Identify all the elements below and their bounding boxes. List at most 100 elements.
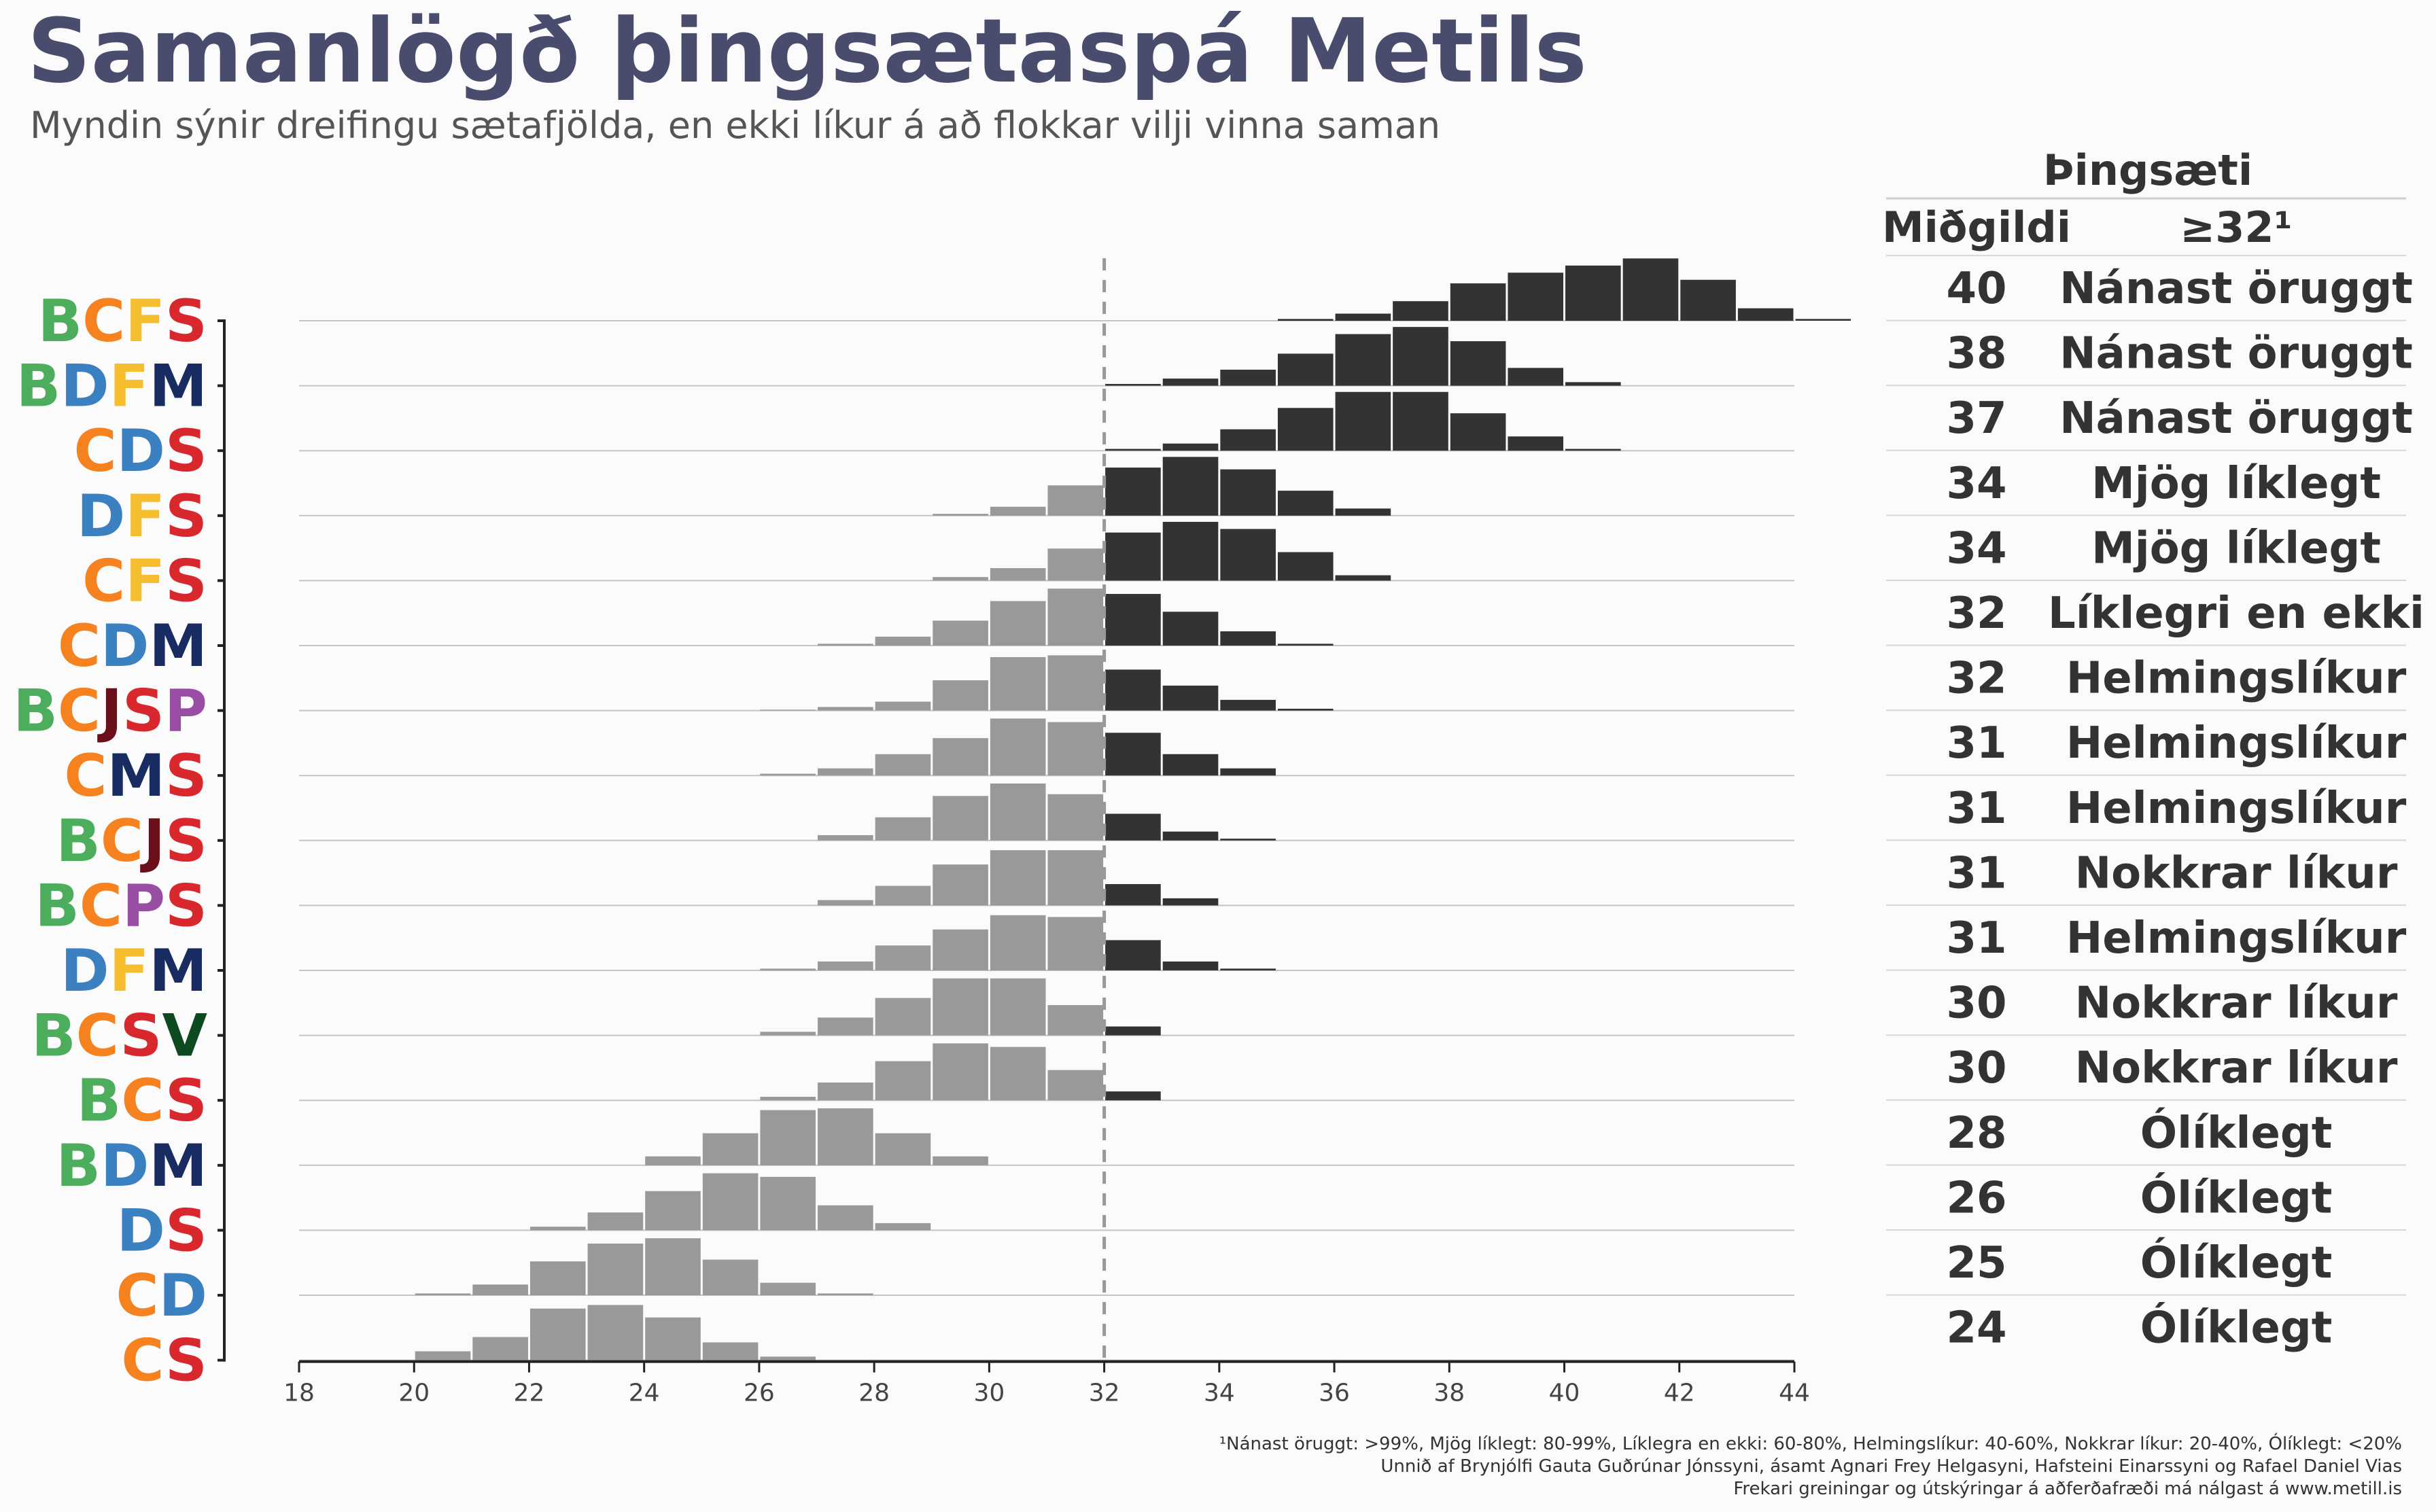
party-letter: B (56, 1132, 101, 1200)
histogram-bar (1220, 529, 1276, 581)
histogram-bar (933, 864, 988, 906)
histogram-bar (1105, 940, 1161, 970)
histogram-bar (1277, 552, 1334, 581)
party-letter: B (35, 872, 80, 940)
histogram-bar (933, 796, 988, 841)
party-letter: D (101, 612, 149, 680)
table-probability-label: Mjög líklegt (2091, 523, 2381, 574)
histogram-bar (645, 1317, 701, 1360)
party-letter: C (82, 547, 125, 615)
histogram-bar (529, 1227, 586, 1231)
histogram-bar (1162, 379, 1219, 386)
histogram-bar (875, 701, 931, 711)
party-letter: C (121, 1327, 165, 1395)
histogram-bar (1450, 283, 1506, 321)
party-letter: D (159, 1262, 207, 1330)
party-letter: M (107, 742, 165, 810)
table-probability-label: Ólíklegt (2140, 1107, 2333, 1159)
histogram-bar (1105, 594, 1161, 646)
party-letter: F (125, 482, 165, 550)
histogram-bar (990, 978, 1046, 1036)
table-median-value: 30 (1946, 979, 2006, 1029)
party-letter: F (109, 353, 150, 421)
x-tick-label: 40 (1549, 1379, 1580, 1407)
histogram-bar (1162, 898, 1219, 906)
coalition-label: BDM (56, 1132, 207, 1200)
party-letter: C (74, 417, 117, 485)
histogram-bar (1162, 831, 1219, 841)
table-median-value: 37 (1946, 393, 2006, 444)
x-tick-label: 18 (283, 1379, 315, 1407)
histogram-bar (1393, 327, 1448, 386)
histogram-bar (1047, 548, 1104, 581)
histogram-bar (875, 885, 931, 906)
party-letter: C (58, 612, 101, 680)
party-letter: S (165, 742, 207, 810)
table-median-value: 31 (1946, 718, 2006, 769)
table-probability-label: Nánast öruggt (2059, 329, 2413, 379)
coalition-label: BCJS (56, 807, 207, 875)
party-letter: D (60, 937, 109, 1005)
table-median-value: 31 (1946, 784, 2006, 834)
coalition-label: CFS (82, 547, 207, 615)
histogram-bar (1162, 457, 1219, 516)
table-probability-label: Ólíklegt (2140, 1302, 2333, 1354)
table-probability-label: Líklegri en ekki (2048, 588, 2424, 639)
histogram-bar (818, 1293, 873, 1295)
coalition-label: BCSV (31, 1002, 207, 1070)
x-tick-label: 30 (973, 1379, 1005, 1407)
histogram-bar (702, 1342, 759, 1360)
table-median-value: 31 (1946, 848, 2006, 898)
coalition-label: DFM (60, 937, 207, 1005)
party-letter: B (31, 1002, 76, 1070)
histogram-bar (1047, 1005, 1104, 1036)
histogram-bar (587, 1305, 644, 1360)
histogram-bar (760, 1282, 816, 1295)
histogram-bar (818, 1017, 873, 1036)
table-median-value: 34 (1946, 459, 2006, 509)
histogram-bar (1220, 699, 1276, 711)
histogram-bar (1335, 508, 1391, 516)
party-letter: F (125, 547, 165, 615)
histogram-bar (1220, 768, 1276, 776)
x-tick-label: 28 (858, 1379, 890, 1407)
histogram-bar (990, 783, 1046, 841)
histogram-bar (818, 1205, 873, 1231)
histogram-bar (818, 644, 873, 646)
party-letter: C (76, 1002, 120, 1070)
histogram-bar (990, 718, 1046, 776)
coalition-label: BCS (77, 1067, 207, 1135)
table-median-value: 24 (1946, 1303, 2006, 1354)
histogram-bar (1105, 883, 1161, 906)
coalition-label: CDS (74, 417, 207, 485)
histogram-bar (1105, 669, 1161, 711)
histogram-bar (990, 568, 1046, 581)
table-probability-label: Nokkrar líkur (2075, 979, 2398, 1029)
party-letter: C (116, 1262, 158, 1330)
histogram-bar (1162, 612, 1219, 646)
party-letter: F (125, 287, 165, 355)
party-letter: M (149, 937, 207, 1005)
histogram-bar (1162, 521, 1219, 581)
histogram-bar (933, 929, 988, 970)
histogram-bar (1680, 279, 1736, 321)
party-letter: S (165, 547, 207, 615)
histogram-bar (1450, 341, 1506, 386)
party-letter: B (13, 678, 58, 745)
histogram-bar (875, 754, 931, 776)
histogram-bar (1393, 391, 1448, 451)
party-letter: C (80, 872, 122, 940)
histogram-bar (1277, 408, 1334, 451)
party-letter: S (165, 1197, 207, 1265)
party-letter: S (120, 1002, 162, 1070)
histogram-bar (702, 1259, 759, 1295)
histogram-bar (1047, 485, 1104, 516)
histogram-bar (818, 768, 873, 776)
x-tick-label: 26 (744, 1379, 775, 1407)
histogram-bar (1220, 631, 1276, 646)
histogram-bar (760, 968, 816, 970)
table-median-value: 32 (1946, 588, 2006, 639)
table-median-value: 26 (1946, 1173, 2006, 1223)
histogram-bar (1220, 469, 1276, 516)
histogram-bar (760, 1356, 816, 1360)
